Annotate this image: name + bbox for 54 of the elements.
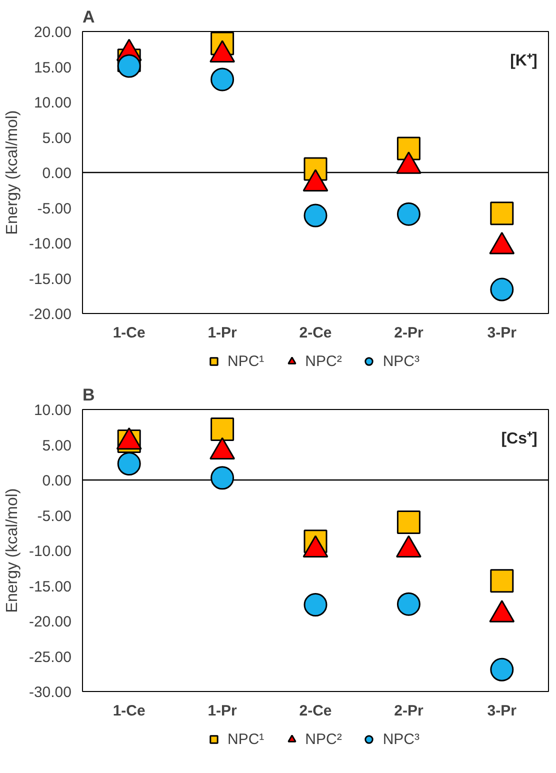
y-tick-label: -5.00 <box>37 508 72 525</box>
point <box>490 658 514 682</box>
point <box>304 204 328 228</box>
y-tick-label: 10.00 <box>34 402 72 419</box>
x-tick-label: 3-Pr <box>487 702 517 720</box>
point <box>490 569 514 593</box>
x-tick-label: 1-Pr <box>208 324 238 342</box>
y-tick-label: 5.00 <box>42 130 72 147</box>
point <box>490 202 514 226</box>
y-tick-label: -20.00 <box>28 306 72 323</box>
y-tick-label: 20.00 <box>34 24 72 41</box>
y-tick-label: -5.00 <box>37 200 72 218</box>
y-tick-label: -20.00 <box>28 614 72 630</box>
y-tick-label: 15.00 <box>34 59 72 76</box>
point <box>396 136 420 160</box>
point <box>396 202 420 226</box>
chart-title: A <box>82 8 95 26</box>
x-tick-label: 3-Pr <box>487 324 517 342</box>
legend-label: NPC³ <box>382 730 420 748</box>
point <box>396 592 420 616</box>
x-tick-label: 2-Ce <box>299 702 332 720</box>
x-tick-label: 2-Pr <box>394 702 424 720</box>
y-tick-label: 5.00 <box>42 437 72 454</box>
point <box>210 68 234 92</box>
x-tick-label: 2-Pr <box>394 324 424 342</box>
y-tick-label: -30.00 <box>28 684 72 701</box>
y-tick-label: -15.00 <box>28 578 72 596</box>
x-tick-label: 2-Ce <box>299 324 332 342</box>
point <box>304 593 328 617</box>
point <box>210 417 234 441</box>
x-tick-label: 1-Ce <box>112 702 146 720</box>
y-tick-label: -10.00 <box>28 236 72 252</box>
legend-label: NPC¹ <box>227 352 264 370</box>
y-tick-label: 0.00 <box>42 472 72 490</box>
y-tick-label: -25.00 <box>28 648 72 666</box>
y-tick-label: -10.00 <box>28 543 72 560</box>
point <box>490 278 514 302</box>
legend-label: NPC² <box>305 730 342 748</box>
annotation: [Cs⁺] <box>501 430 538 448</box>
legend-label: NPC³ <box>382 352 420 370</box>
x-tick-label: 1-Pr <box>208 702 238 720</box>
y-tick-label: 0.00 <box>42 165 72 182</box>
y-tick-label: -15.00 <box>28 270 72 288</box>
annotation: [K⁺] <box>510 52 538 70</box>
y-tick-label: 10.00 <box>34 94 72 112</box>
y-axis-title: Energy (kcal/mol) <box>4 110 21 235</box>
point <box>117 452 141 476</box>
legend-label: NPC¹ <box>227 730 264 748</box>
x-tick-label: 1-Ce <box>112 324 146 342</box>
point <box>210 466 234 490</box>
point <box>396 510 420 534</box>
y-axis-title: Energy (kcal/mol) <box>4 488 21 613</box>
chart-title: B <box>82 386 95 404</box>
legend-label: NPC² <box>305 352 342 370</box>
